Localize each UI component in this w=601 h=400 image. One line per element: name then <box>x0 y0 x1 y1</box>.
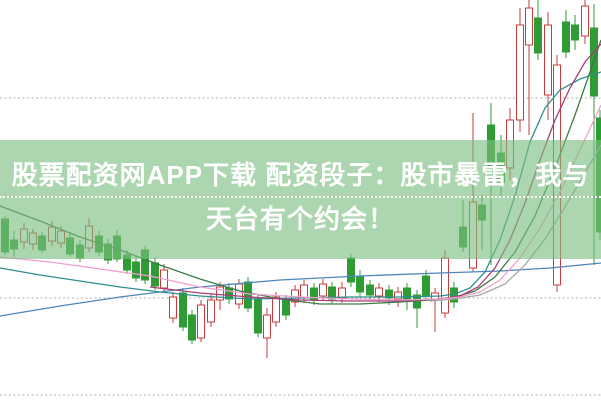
candle-body <box>516 24 524 121</box>
candle-body <box>207 299 215 323</box>
banner-text-line1: 股票配资网APP下载 配资段子：股市暴雷，我与 <box>11 160 590 190</box>
candle-up <box>525 0 533 135</box>
candle-body <box>197 304 205 339</box>
candle-down <box>132 256 140 282</box>
ma-line-teal <box>0 71 601 300</box>
candle-down <box>422 270 430 300</box>
candle-body <box>179 292 187 328</box>
candle-body <box>562 21 570 53</box>
candle-body <box>441 257 449 314</box>
candle-down <box>356 270 364 297</box>
candle-body <box>571 24 579 41</box>
candle-body <box>188 314 196 341</box>
candle-body <box>216 286 224 301</box>
candle-body <box>244 281 252 309</box>
candle-body <box>525 7 533 46</box>
banner-text-line2: 天台有个约会！ <box>205 204 395 234</box>
candle-body <box>356 275 364 293</box>
candle-body <box>375 287 383 297</box>
candle-body <box>366 284 374 296</box>
candle-up <box>207 294 215 327</box>
candle-up <box>263 308 271 358</box>
candle-body <box>235 283 243 305</box>
candle-body <box>151 262 159 287</box>
candle-down <box>571 15 579 50</box>
candle-body <box>422 275 430 297</box>
candle-up <box>169 292 177 323</box>
candle-body <box>272 296 280 323</box>
candle-up <box>216 282 224 310</box>
candle-down <box>413 290 421 328</box>
ma-line-long-blue <box>0 262 601 317</box>
candle-up <box>338 282 346 303</box>
promo-banner: 股票配资网APP下载 配资段子：股市暴雷，我与 天台有个约会！ <box>0 140 601 259</box>
candle-body <box>319 283 327 297</box>
candle-down <box>254 295 262 337</box>
banner-gridline-overlay <box>0 196 601 198</box>
candle-up <box>441 250 449 318</box>
candle-body <box>254 299 262 334</box>
ma-line-maroon <box>149 43 601 302</box>
candle-up <box>581 0 589 44</box>
candle-body <box>300 284 308 299</box>
candle-up <box>431 288 439 332</box>
candle-body <box>385 289 393 299</box>
candle-up <box>197 300 205 342</box>
candle-body <box>169 296 177 319</box>
candle-body <box>347 257 355 283</box>
candle-up <box>375 283 383 302</box>
candle-body <box>338 287 346 299</box>
candle-body <box>263 314 271 339</box>
candle-body <box>328 286 336 300</box>
candle-body <box>581 5 589 37</box>
candle-down <box>385 285 393 305</box>
candle-down <box>310 283 318 305</box>
candle-down <box>188 310 196 344</box>
candle-body <box>132 261 140 279</box>
candle-down <box>562 10 570 58</box>
candle-down <box>534 0 542 60</box>
candle-body <box>544 24 552 96</box>
candle-body <box>394 291 402 300</box>
candle-body <box>403 287 411 301</box>
candle-down <box>179 288 187 331</box>
candle-down <box>225 283 233 304</box>
candle-body <box>282 299 290 316</box>
candle-up <box>516 8 524 132</box>
candle-up <box>544 12 552 120</box>
candle-body <box>534 17 542 54</box>
